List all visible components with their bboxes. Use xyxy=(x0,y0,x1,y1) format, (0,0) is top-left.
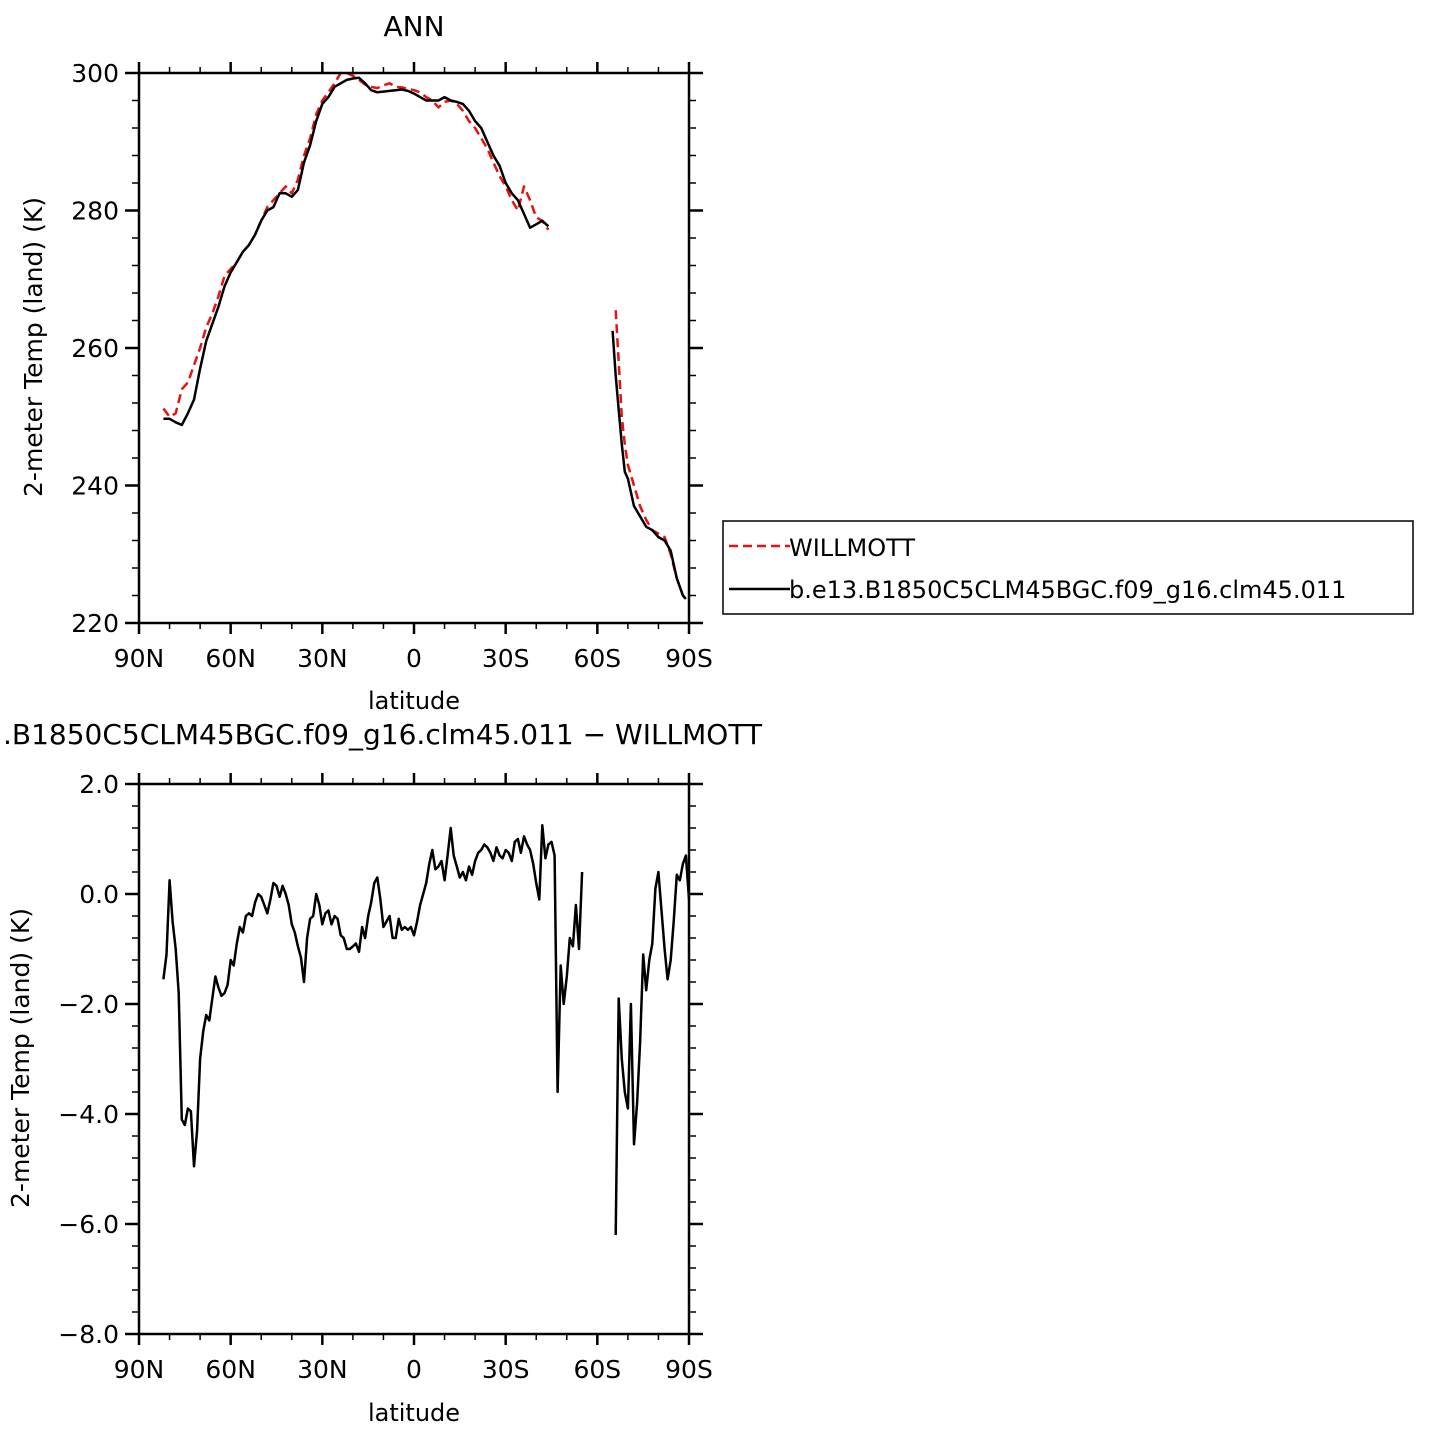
x-tick-label: 90N xyxy=(114,644,165,673)
x-tick-label: 60N xyxy=(205,644,256,673)
x-tick-label: 30S xyxy=(482,644,530,673)
bottom-chart-plot-frame xyxy=(137,782,691,1336)
x-tick-label: 90S xyxy=(665,1355,713,1384)
legend-box xyxy=(722,520,1414,615)
y-tick-label: 260 xyxy=(71,334,119,363)
top-chart-title: ANN xyxy=(383,10,444,43)
x-tick-label: 30S xyxy=(482,1355,530,1384)
series-line-willmott xyxy=(162,71,550,419)
y-tick-label: 2.0 xyxy=(79,770,119,799)
top-chart-plot-frame xyxy=(137,71,691,625)
y-tick-label: 240 xyxy=(71,472,119,501)
top-chart-xlabel: latitude xyxy=(368,687,460,715)
x-tick-label: 30N xyxy=(297,1355,348,1384)
y-tick-label: −4.0 xyxy=(58,1100,119,1129)
top-chart: ANN 2-meter Temp (land) (K) latitude 90N… xyxy=(19,10,713,715)
series-line-difference xyxy=(614,854,691,1236)
x-tick-label: 90S xyxy=(665,644,713,673)
x-tick-label: 30N xyxy=(297,644,348,673)
series-line-b-e13-b1850c5clm45bgc-f09-g16-clm45-011 xyxy=(611,330,687,600)
x-tick-label: 0 xyxy=(406,644,422,673)
legend: WILLMOTT b.e13.B1850C5CLM45BGC.f09_g16.c… xyxy=(722,520,1414,615)
bottom-chart-ylabel: 2-meter Temp (land) (K) xyxy=(6,908,35,1208)
y-tick-label: −6.0 xyxy=(58,1210,119,1239)
y-tick-label: 280 xyxy=(71,197,119,226)
y-tick-label: 0.0 xyxy=(79,880,119,909)
x-tick-label: 0 xyxy=(406,1355,422,1384)
bottom-chart-ticks: 90N 60N 30N 0 30S 60S 90S 2.0 0.0 −2.0 −4.0 −6.0 −8.… xyxy=(58,770,713,1384)
top-chart-series xyxy=(162,71,687,600)
x-tick-label: 60N xyxy=(205,1355,256,1384)
y-tick-label: 220 xyxy=(71,609,119,638)
bottom-chart-xlabel: latitude xyxy=(368,1399,460,1427)
x-tick-label: 90N xyxy=(114,1355,165,1384)
y-tick-label: −2.0 xyxy=(58,990,119,1019)
x-tick-label: 60S xyxy=(573,1355,621,1384)
bottom-chart-series xyxy=(162,824,691,1236)
series-line-difference xyxy=(162,824,584,1168)
legend-label-model: b.e13.B1850C5CLM45BGC.f09_g16.clm45.011 xyxy=(789,576,1346,604)
legend-label-willmott: WILLMOTT xyxy=(789,534,915,562)
top-chart-ylabel: 2-meter Temp (land) (K) xyxy=(19,197,48,497)
bottom-chart-title: .B1850C5CLM45BGC.f09_g16.clm45.011 − WIL… xyxy=(3,718,763,751)
series-line-b-e13-b1850c5clm45bgc-f09-g16-clm45-011 xyxy=(163,76,550,427)
series-line-willmott xyxy=(614,310,687,600)
y-tick-label: 300 xyxy=(71,59,119,88)
x-tick-label: 60S xyxy=(573,644,621,673)
bottom-chart: .B1850C5CLM45BGC.f09_g16.clm45.011 − WIL… xyxy=(3,718,763,1427)
y-tick-label: −8.0 xyxy=(58,1320,119,1349)
top-chart-ticks: 90N 60N 30N 0 30S 60S 90S 300 280 260 240 220 xyxy=(71,59,713,673)
